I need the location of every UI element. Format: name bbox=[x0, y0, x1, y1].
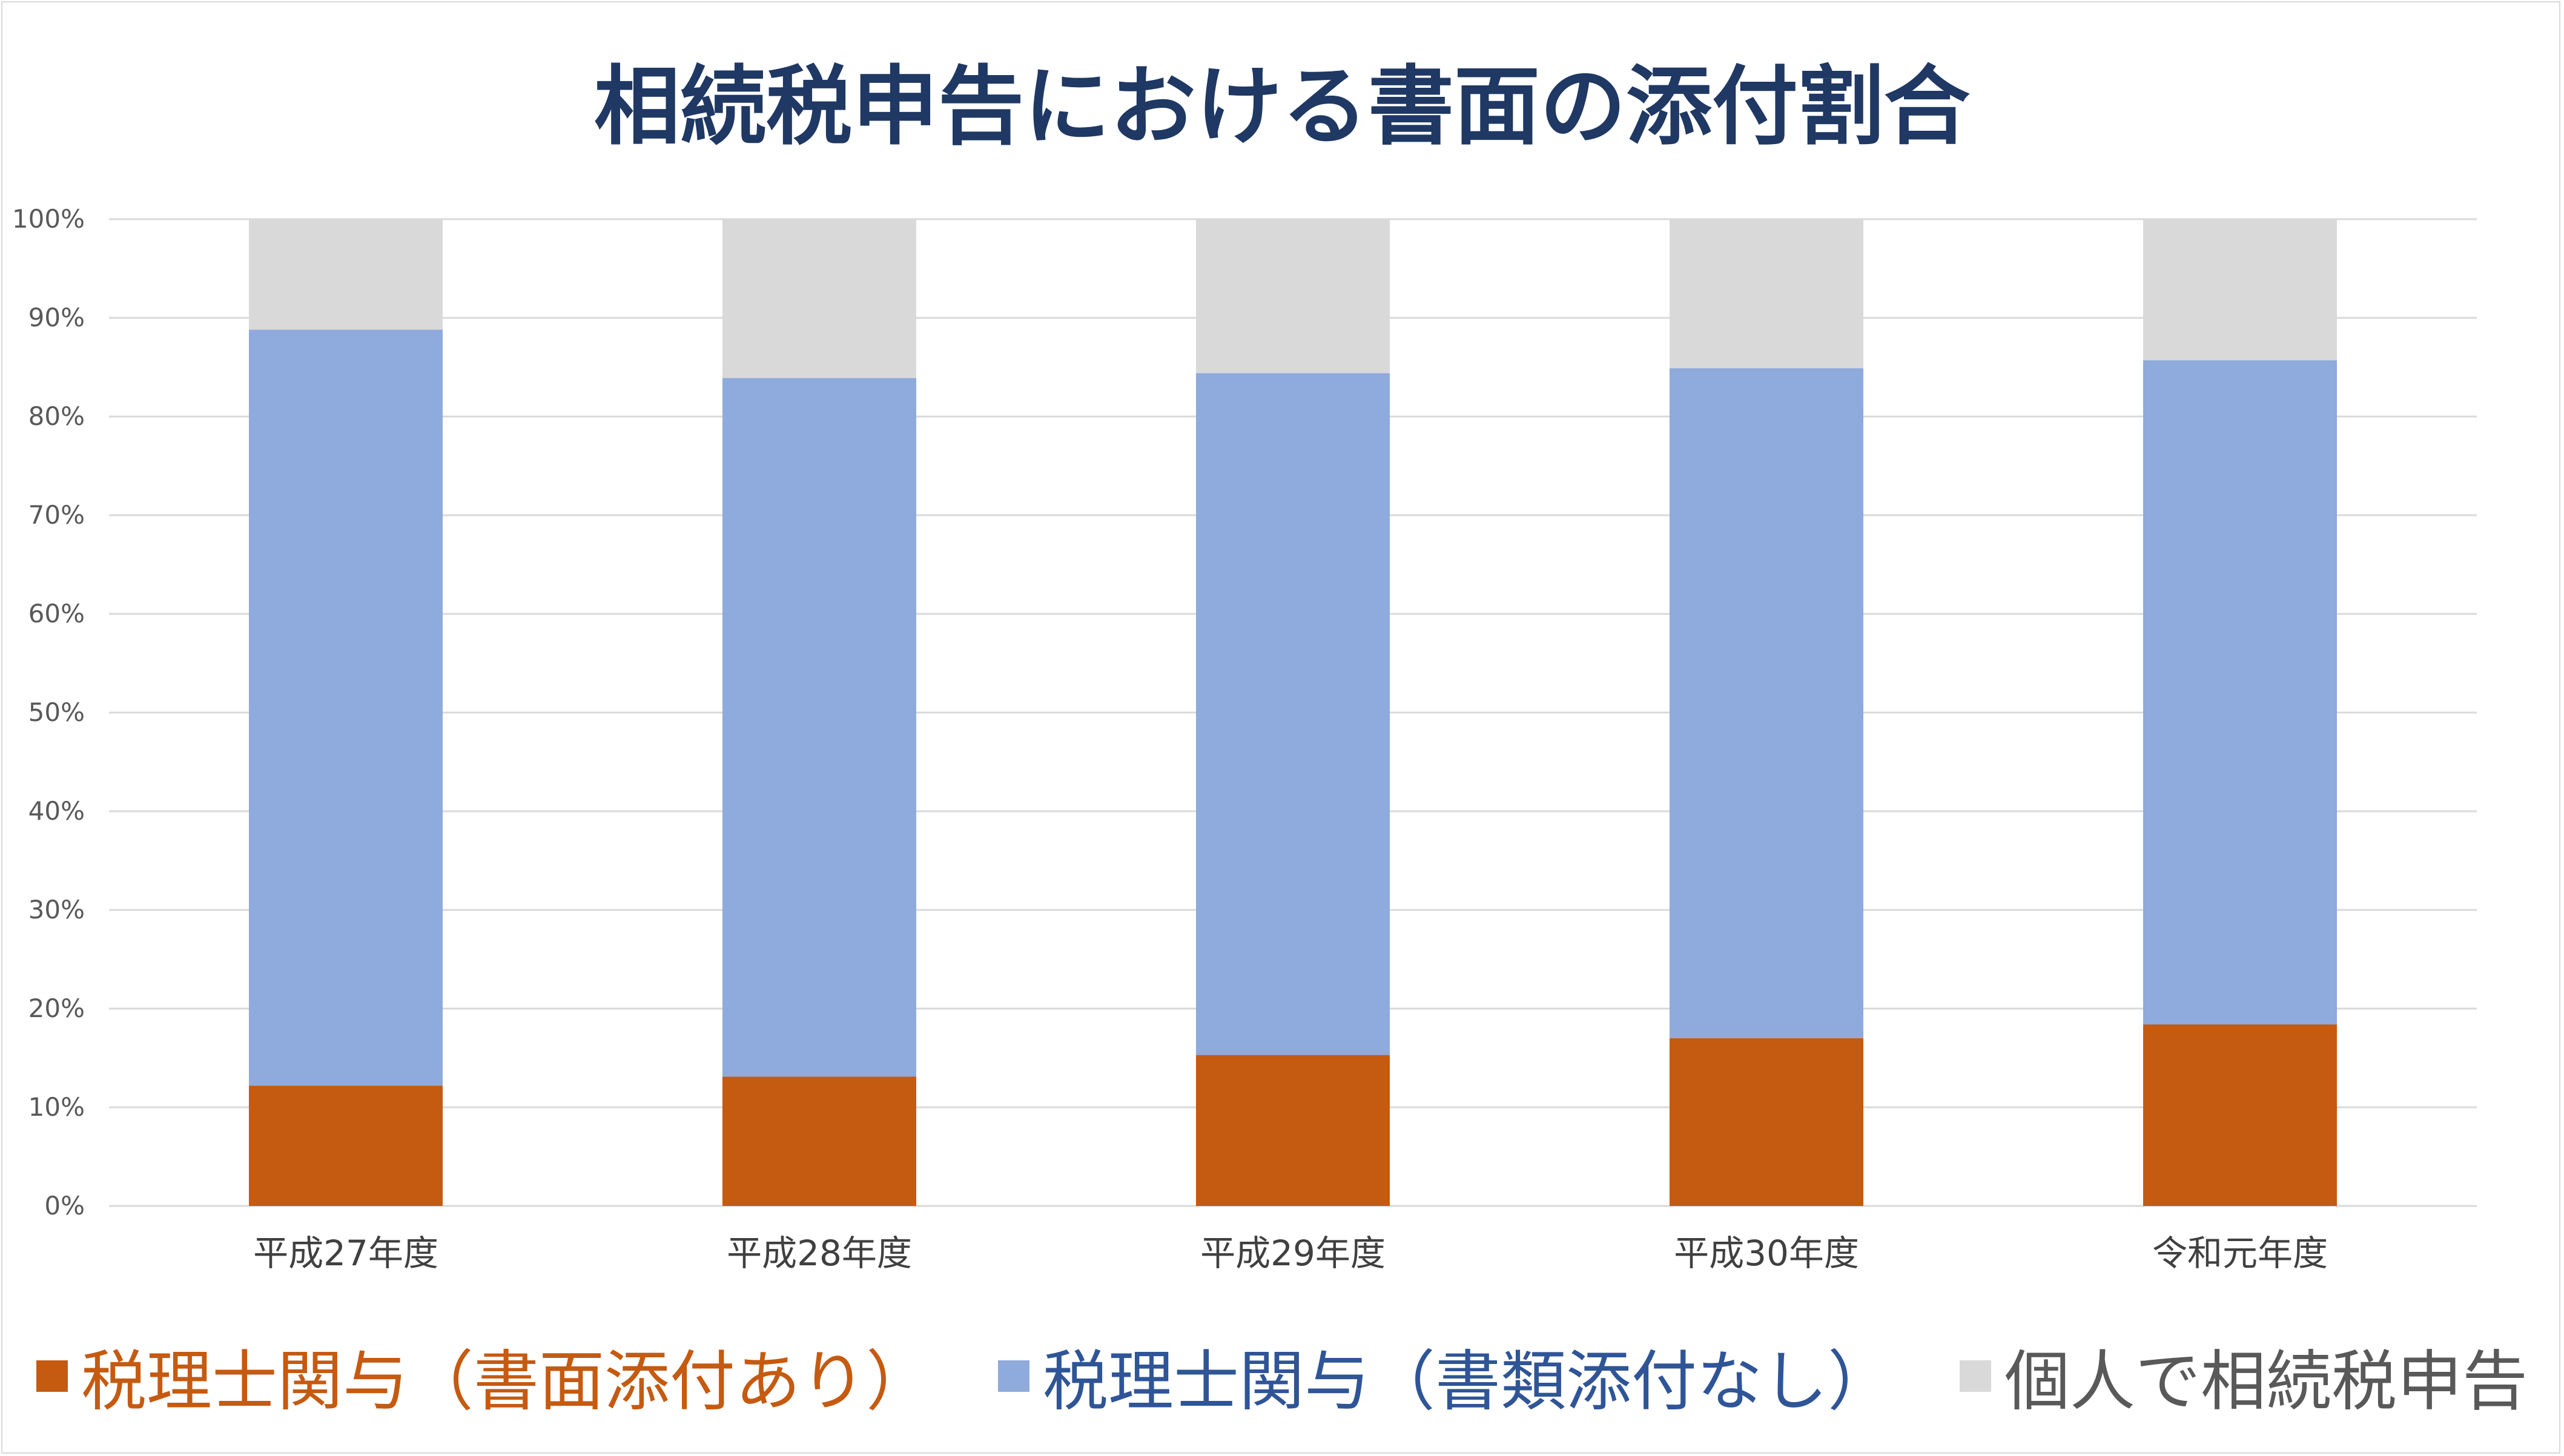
bar-segment-3 bbox=[249, 219, 443, 330]
bar-segment-3 bbox=[1670, 219, 1863, 369]
x-tick-label: 平成27年度 bbox=[253, 1233, 438, 1274]
bar-segment-1 bbox=[2143, 1024, 2337, 1206]
bar-segment-2 bbox=[249, 329, 443, 1086]
y-tick-label: 80% bbox=[28, 401, 85, 431]
y-tick-label: 60% bbox=[28, 599, 85, 628]
legend-item-individual: 個人で相続税申告 bbox=[1960, 1329, 2528, 1423]
legend-swatch-written-attached bbox=[36, 1360, 68, 1392]
bar-segment-3 bbox=[1196, 219, 1390, 374]
bar-segment-2 bbox=[722, 378, 916, 1077]
bar-segment-1 bbox=[249, 1085, 443, 1206]
x-tick-label: 令和元年度 bbox=[2152, 1233, 2328, 1274]
chart-title: 相続税申告における書面の添付割合 bbox=[594, 57, 1970, 157]
y-tick-label: 0% bbox=[44, 1191, 85, 1220]
x-tick-label: 平成30年度 bbox=[1674, 1233, 1859, 1274]
y-tick-label: 100% bbox=[12, 204, 85, 234]
legend-label-written-attached: 税理士関与（書面添付あり） bbox=[81, 1344, 931, 1420]
legend-swatch-individual bbox=[1960, 1360, 1991, 1392]
legend-swatch-no-document bbox=[997, 1360, 1029, 1392]
x-tick-label: 平成29年度 bbox=[1200, 1233, 1386, 1274]
y-tick-label: 50% bbox=[28, 697, 85, 727]
legend-item-no-document: 税理士関与（書類添付なし） bbox=[997, 1329, 1893, 1423]
bar-segment-1 bbox=[722, 1076, 916, 1206]
bar-segment-3 bbox=[2143, 219, 2337, 361]
legend-label-individual: 個人で相続税申告 bbox=[2004, 1344, 2528, 1420]
y-tick-label: 30% bbox=[28, 895, 85, 924]
bar-segment-1 bbox=[1670, 1038, 1863, 1206]
bar-segment-2 bbox=[2143, 360, 2337, 1025]
legend-item-written-attached: 税理士関与（書面添付あり） bbox=[36, 1329, 931, 1423]
bar-segment-2 bbox=[1196, 373, 1390, 1055]
y-tick-label: 20% bbox=[28, 993, 85, 1023]
x-tick-label: 平成28年度 bbox=[727, 1233, 912, 1274]
bar-segment-3 bbox=[722, 219, 916, 378]
y-tick-label: 90% bbox=[28, 303, 85, 332]
y-tick-label: 40% bbox=[28, 796, 85, 826]
bar-segment-2 bbox=[1670, 368, 1863, 1038]
y-tick-label: 70% bbox=[28, 500, 85, 530]
y-tick-label: 10% bbox=[28, 1092, 85, 1122]
legend-label-no-document: 税理士関与（書類添付なし） bbox=[1042, 1344, 1893, 1420]
bar-segment-1 bbox=[1196, 1055, 1390, 1206]
legend: 税理士関与（書面添付あり） 税理士関与（書類添付なし） 個人で相続税申告 bbox=[0, 1329, 2564, 1423]
